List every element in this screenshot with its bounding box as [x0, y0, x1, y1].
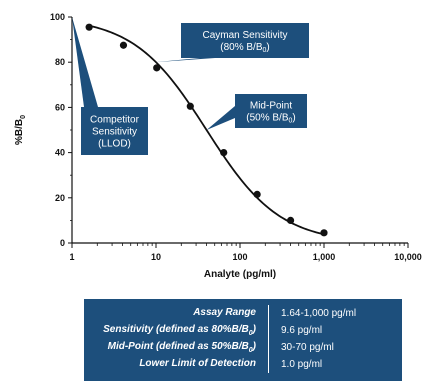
summary-row: Sensitivity (defined as 80%B/B0) 9.6 pg/… [84, 322, 402, 339]
data-point [119, 41, 128, 49]
summary-value: 1.0 pg/ml [281, 359, 323, 370]
callout-text: (50% B/B0) [246, 113, 296, 125]
assay-summary-box: Assay Range 1.64-1,000 pg/ml Sensitivity… [84, 299, 402, 381]
summary-row: Lower Limit of Detection 1.0 pg/ml [84, 356, 402, 373]
summary-value: 1.64-1,000 pg/ml [281, 308, 357, 319]
callout-text: (80% B/B0) [220, 42, 270, 54]
data-point [220, 149, 228, 157]
data-point [153, 64, 161, 72]
axes [68, 16, 409, 248]
x-tick-label: 10 [151, 252, 161, 262]
summary-value: 9.6 pg/ml [281, 325, 323, 336]
callout-pointer [206, 106, 235, 130]
callouts: Cayman Sensitivity(80% B/B0) Mid-Point(50… [72, 17, 309, 155]
summary-row: Assay Range 1.64-1,000 pg/ml [84, 305, 402, 322]
data-point [85, 23, 93, 31]
standard-curve-chart: 0 20 40 60 80 100 1 10 100 1,000 10,000 Cayman Sen… [14, 12, 422, 280]
summary-label: Lower Limit of Detection [139, 358, 256, 369]
data-points [85, 23, 328, 237]
callout-pointer [72, 17, 98, 107]
data-point [286, 216, 295, 224]
y-axis-title: %B/B0 [14, 115, 27, 145]
data-point [320, 229, 328, 237]
summary-value: 30-70 pg/ml [281, 342, 334, 353]
x-tick-label: 10,000 [394, 252, 422, 262]
x-tick-label: 1 [69, 252, 74, 262]
callout-text: Cayman Sensitivity [202, 30, 287, 41]
callout-pointer [154, 58, 215, 63]
summary-label: Mid-Point (defined as 50%B/B0) [107, 341, 256, 354]
x-tick-label: 1,000 [313, 252, 336, 262]
y-tick-label: 20 [55, 193, 65, 203]
data-point [186, 102, 194, 110]
fit-curve [88, 24, 325, 236]
summary-label: Assay Range [193, 307, 256, 318]
summary-label: Sensitivity (defined as 80%B/B0) [103, 324, 256, 337]
y-tick-label: 40 [55, 148, 65, 158]
callout-box [181, 23, 309, 58]
tick-labels: 0 20 40 60 80 100 1 10 100 1,000 10,000 [50, 12, 422, 262]
callout-box [235, 94, 307, 128]
y-tick-label: 0 [60, 238, 65, 248]
y-axis-title-main: %B/B [14, 119, 25, 145]
summary-row: Mid-Point (defined as 50%B/B0) 30-70 pg/… [84, 339, 402, 356]
summary-divider [268, 356, 269, 373]
data-point [253, 190, 261, 199]
callout-box [81, 107, 148, 155]
y-tick-label: 100 [50, 12, 65, 22]
callout-text: Mid-Point [250, 101, 292, 112]
y-tick-label: 80 [55, 57, 65, 67]
callout-mid-point: Mid-Point(50% B/B0) [206, 94, 307, 130]
summary-divider [268, 339, 269, 356]
x-axis-title: Analyte (pg/ml) [204, 269, 276, 280]
callout-cayman-sensitivity: Cayman Sensitivity(80% B/B0) [154, 23, 309, 63]
y-axis-title-sub: 0 [20, 115, 27, 119]
callout-text: (LLOD) [98, 139, 131, 150]
callout-text: Competitor [90, 115, 140, 126]
fit-curve-layer [88, 24, 325, 236]
x-tick-label: 100 [232, 252, 247, 262]
summary-divider [268, 305, 269, 322]
callout-text: Sensitivity [92, 127, 137, 138]
y-tick-label: 60 [55, 102, 65, 112]
summary-divider [268, 322, 269, 339]
